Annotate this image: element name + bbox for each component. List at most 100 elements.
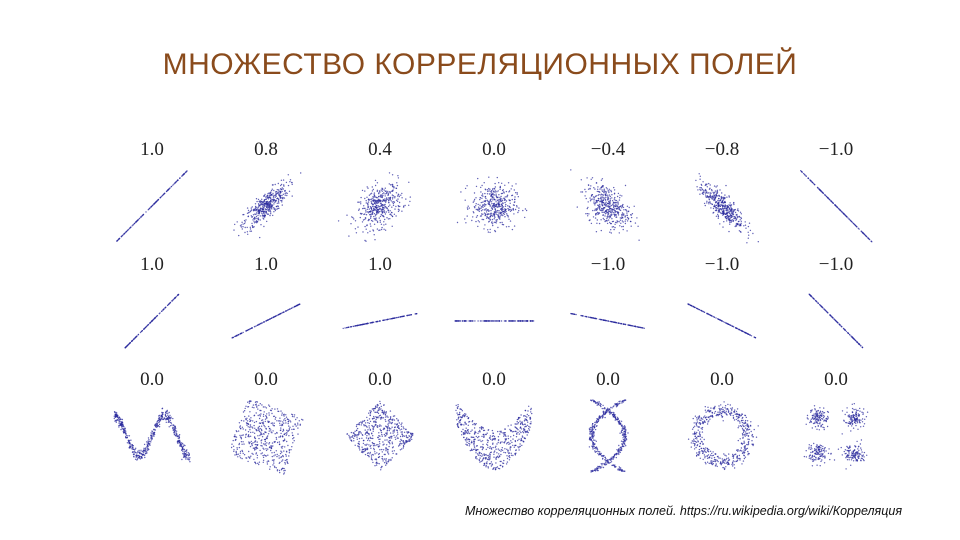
data-point <box>386 191 388 193</box>
data-point <box>119 421 121 423</box>
data-point <box>379 402 381 405</box>
data-point <box>169 425 172 427</box>
data-point <box>248 442 250 445</box>
data-point <box>151 431 154 433</box>
data-point <box>618 199 621 201</box>
data-point <box>476 215 479 217</box>
data-point <box>375 213 377 216</box>
data-point <box>728 196 730 198</box>
data-point <box>262 454 264 457</box>
data-point <box>717 213 719 216</box>
data-point <box>291 414 294 416</box>
data-point <box>474 207 476 209</box>
data-point <box>614 226 616 229</box>
data-point <box>716 318 719 320</box>
data-point <box>275 450 277 452</box>
data-point <box>252 404 255 406</box>
data-point <box>291 183 293 186</box>
data-point <box>496 219 498 221</box>
data-point <box>604 198 606 201</box>
data-point <box>709 194 711 196</box>
data-point <box>153 435 155 437</box>
data-point <box>246 226 248 229</box>
data-point <box>602 199 605 202</box>
data-point <box>614 221 617 224</box>
data-point <box>501 206 503 208</box>
data-point <box>611 214 613 216</box>
data-point <box>159 197 161 199</box>
data-point <box>279 196 282 198</box>
data-point <box>268 192 270 194</box>
data-point <box>601 190 604 193</box>
data-point <box>603 189 605 191</box>
data-point <box>587 215 589 217</box>
data-point <box>492 320 494 322</box>
data-point <box>493 197 495 199</box>
data-point <box>498 320 501 322</box>
data-point <box>264 440 266 443</box>
data-point <box>499 186 501 188</box>
data-point <box>699 178 701 180</box>
data-point <box>147 449 149 451</box>
data-point <box>609 201 611 204</box>
data-point <box>379 428 381 430</box>
data-point <box>257 435 259 437</box>
data-point <box>854 339 856 341</box>
data-point <box>396 418 398 420</box>
data-point <box>585 191 587 193</box>
data-point <box>489 216 492 218</box>
data-point <box>626 216 629 219</box>
data-point <box>137 457 139 459</box>
data-point <box>374 421 376 424</box>
correlation-label: −0.4 <box>590 139 626 160</box>
data-point <box>283 470 285 472</box>
data-point <box>158 414 161 417</box>
data-point <box>168 411 170 414</box>
data-point <box>145 452 147 455</box>
data-point <box>366 419 369 421</box>
data-point <box>285 310 287 312</box>
data-point <box>411 438 413 441</box>
data-point <box>870 240 872 242</box>
data-point <box>181 458 183 461</box>
data-point <box>605 204 607 206</box>
data-point <box>375 421 377 423</box>
data-point <box>391 194 394 196</box>
data-point <box>264 438 266 441</box>
data-point <box>265 448 267 450</box>
data-point <box>498 194 500 196</box>
data-point <box>501 182 503 184</box>
data-point <box>367 438 370 440</box>
data-point <box>372 204 374 206</box>
data-point <box>282 454 284 457</box>
data-point <box>616 195 619 198</box>
data-point <box>638 239 640 241</box>
data-point <box>263 205 265 207</box>
data-point <box>272 430 274 432</box>
data-point <box>118 426 120 428</box>
data-point <box>372 195 374 198</box>
data-point <box>410 314 412 316</box>
data-point <box>744 221 746 223</box>
data-point <box>118 237 121 240</box>
data-point <box>169 187 171 189</box>
data-point <box>500 212 502 214</box>
data-point <box>258 437 260 440</box>
data-point <box>358 201 360 203</box>
data-point <box>715 186 717 188</box>
data-point <box>382 215 385 217</box>
data-point <box>388 427 390 429</box>
data-point <box>367 429 369 431</box>
data-point <box>632 325 635 327</box>
data-point <box>386 415 388 417</box>
data-point <box>593 199 595 201</box>
data-point <box>280 420 282 422</box>
data-point <box>387 209 390 211</box>
data-point <box>263 321 265 323</box>
data-point <box>499 201 501 203</box>
data-point <box>393 429 395 431</box>
data-point <box>268 442 271 444</box>
data-point <box>263 448 265 450</box>
data-point <box>385 416 387 418</box>
data-point <box>366 186 368 188</box>
